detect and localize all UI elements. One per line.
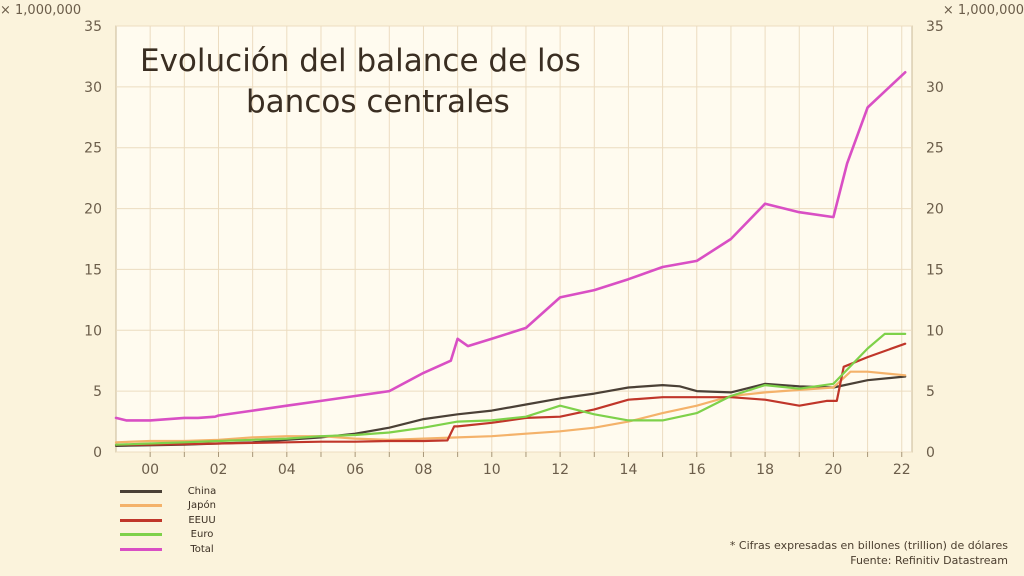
y-tick-label-right: 30: [926, 80, 944, 96]
y-multiplier-left: × 1,000,000: [0, 3, 81, 18]
legend-swatch: [120, 533, 162, 537]
y-tick-label-right: 10: [926, 323, 944, 339]
y-tick-label-right: 0: [926, 445, 935, 461]
x-tick-label: 16: [688, 462, 706, 478]
y-tick-label-left: 25: [84, 141, 102, 157]
y-tick-label-left: 10: [84, 323, 102, 339]
y-tick-label-right: 15: [926, 262, 944, 278]
y-tick-label-left: 0: [93, 445, 102, 461]
series-line-japón: [114, 370, 907, 444]
series-line-eeuu: [114, 342, 907, 446]
legend-label: China: [187, 485, 217, 497]
plot-background: [115, 25, 913, 453]
series-lines: [114, 71, 907, 447]
x-tick-label: 12: [551, 462, 569, 478]
legend-item: Euro: [120, 528, 242, 543]
legend-item: China: [120, 484, 242, 499]
x-tick-label: 06: [346, 462, 364, 478]
legend-item: EEUU: [120, 513, 242, 528]
series-line-euro: [114, 332, 907, 446]
y-tick-label-right: 35: [926, 19, 944, 35]
series-line-total: [114, 71, 907, 422]
chart-title-line-1: Evolución del balance de los: [140, 43, 581, 79]
legend: China Japón EEUU Euro Total: [120, 484, 242, 557]
x-tick-label: 14: [620, 462, 638, 478]
x-tick-label: 02: [210, 462, 228, 478]
y-tick-label-left: 30: [84, 80, 102, 96]
x-tick-label: 18: [756, 462, 774, 478]
y-tick-label-left: 20: [84, 202, 102, 218]
legend-swatch: [120, 518, 162, 522]
footnote-source: Fuente: Refinitiv Datastream: [850, 554, 1008, 567]
y-multiplier-right: × 1,000,000: [943, 3, 1024, 18]
legend-item: Total: [120, 542, 242, 557]
legend-swatch: [120, 504, 162, 508]
x-tick-label: 04: [278, 462, 296, 478]
legend-swatch: [120, 489, 162, 493]
x-tick-label: 22: [893, 462, 911, 478]
footnote-units: * Cifras expresadas en billones (trillio…: [729, 539, 1008, 552]
grid-lines: [116, 25, 912, 453]
y-tick-label-right: 25: [926, 141, 944, 157]
legend-label: EEUU: [188, 514, 216, 526]
x-tick-label: 08: [415, 462, 433, 478]
x-tick-label: 10: [483, 462, 501, 478]
y-tick-label-left: 15: [84, 262, 102, 278]
y-tick-label-left: 5: [93, 384, 102, 400]
legend-item: Japón: [120, 499, 242, 514]
footnote: * Cifras expresadas en billones (trillio…: [730, 538, 1008, 568]
y-tick-label-left: 35: [84, 19, 102, 35]
x-tick-label: 00: [141, 462, 159, 478]
legend-label: Japón: [188, 500, 216, 512]
y-tick-label-right: 5: [926, 384, 935, 400]
chart-title-line-2: bancos centrales: [246, 84, 510, 120]
legend-label: Total: [190, 543, 214, 555]
x-tick-label: 20: [825, 462, 843, 478]
legend-label: Euro: [190, 529, 214, 541]
y-tick-label-right: 20: [926, 202, 944, 218]
legend-swatch: [120, 547, 162, 551]
